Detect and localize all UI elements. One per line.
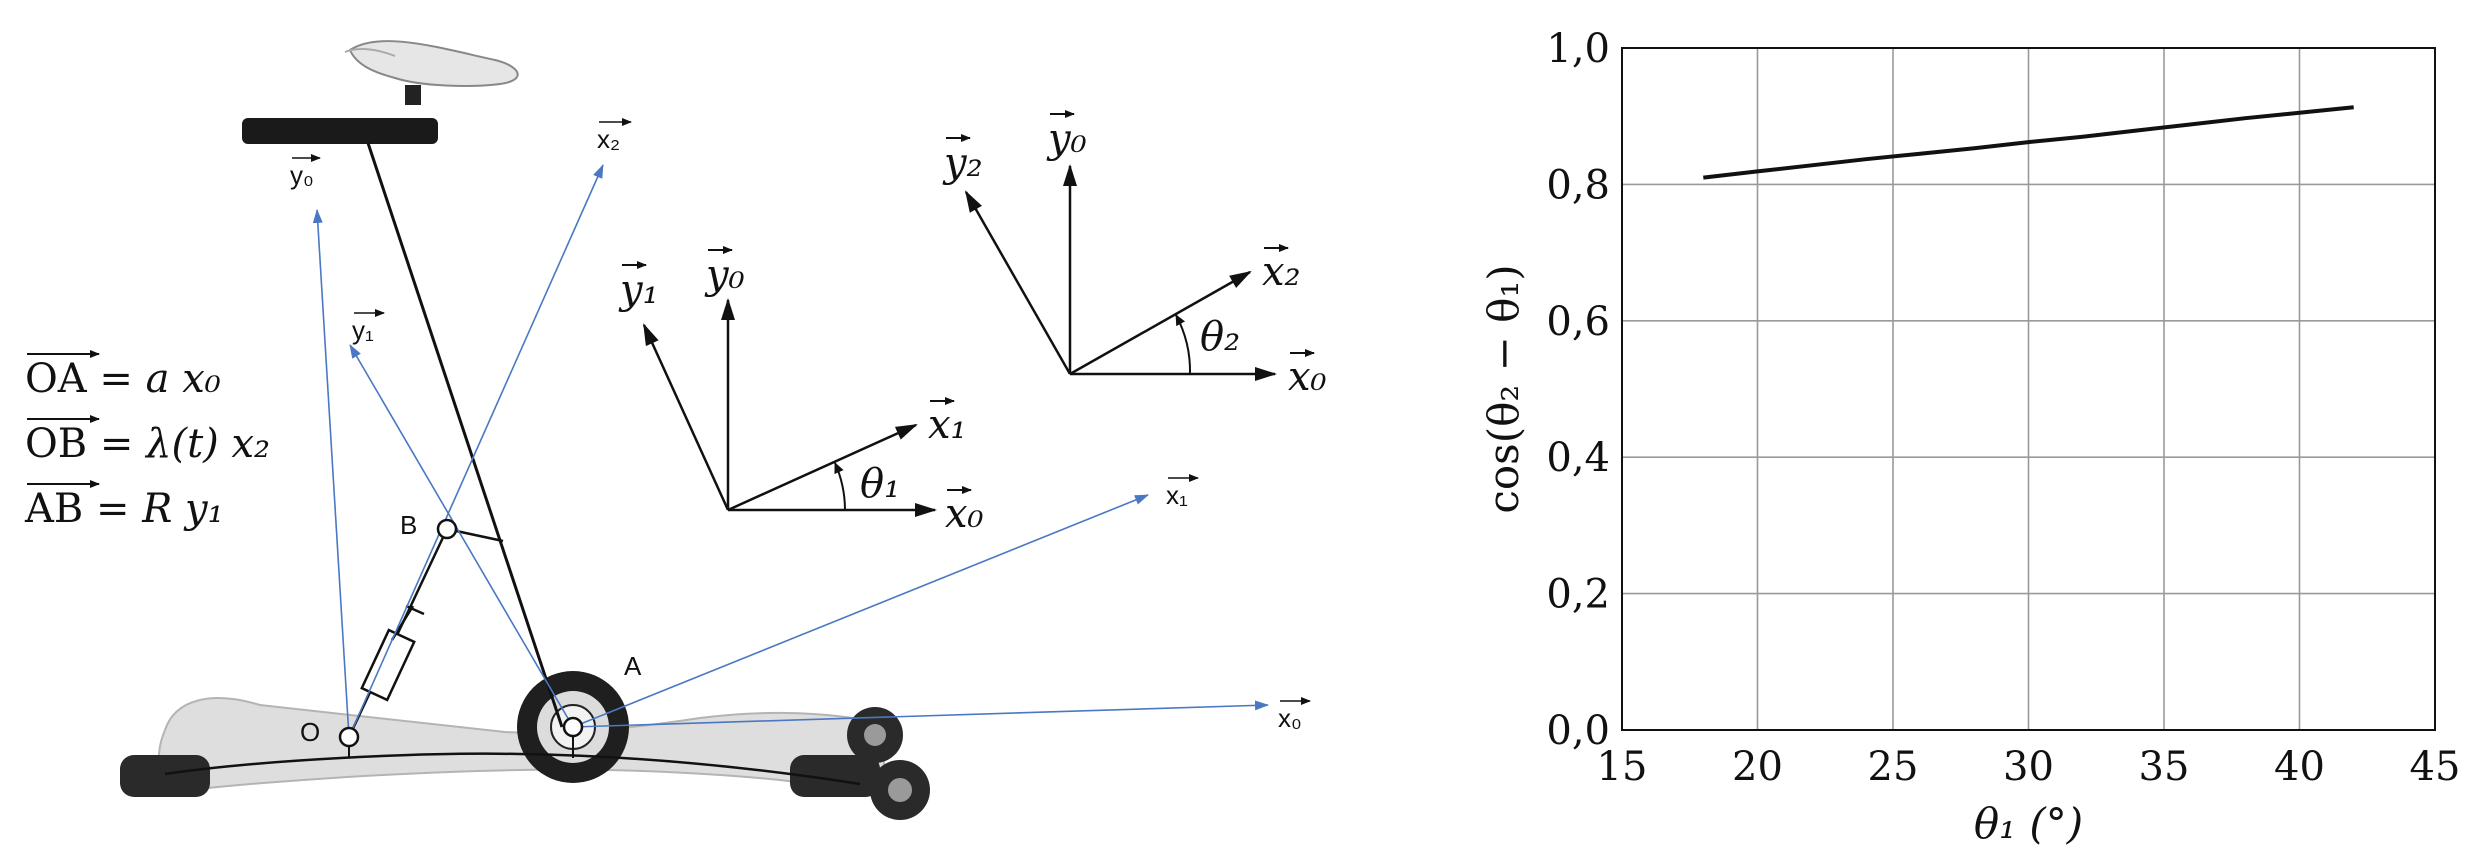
- vector-y0-blue: [312, 209, 350, 738]
- equation-OB-lhs: OB: [25, 421, 87, 467]
- frame2-label-angle: θ₂: [1200, 314, 1240, 360]
- svg-text:x₁: x₁: [1166, 480, 1188, 510]
- saddle-bar: [242, 118, 438, 144]
- x-tick-label: 25: [1868, 744, 1919, 790]
- pivot-O: [338, 726, 360, 748]
- x-tick-label: 35: [2139, 744, 2190, 790]
- svg-text:AB = R y₁: AB = R y₁: [24, 486, 224, 532]
- frame2-x2-axis: [1069, 270, 1252, 376]
- frame1-angle-arc: [834, 462, 846, 511]
- label-mech-y0: y₀: [290, 154, 321, 190]
- vector-x2-blue: [348, 164, 604, 738]
- svg-text:y₀: y₀: [290, 160, 314, 190]
- label-point-A: A: [624, 651, 642, 681]
- x-tick-label: 40: [2274, 744, 2325, 790]
- svg-text:x₂: x₂: [597, 124, 620, 154]
- pivot-A: [562, 716, 584, 738]
- svg-text:y₁: y₁: [618, 267, 659, 313]
- x-tick-label: 20: [1732, 744, 1783, 790]
- svg-text:x₁: x₁: [928, 402, 967, 448]
- frame1-label-x0: x₀: [945, 486, 984, 537]
- label-point-B: B: [400, 510, 417, 540]
- frame2-label-y0: y₀: [1046, 110, 1087, 162]
- chart-cos-theta: 15 20 25 30 35 40 45 0,0 0,2 0,4 0,6 0,8 1,0 θ₁ (°) co…: [1479, 26, 2460, 848]
- svg-text:OA = a x₀: OA = a x₀: [25, 356, 221, 402]
- damper-icon: [360, 604, 425, 702]
- equation-OB: OB = λ(t) x₂: [25, 415, 270, 467]
- y-tick-label: 0,4: [1546, 435, 1610, 481]
- series-line: [1703, 105, 2354, 180]
- vector-y1-blue: [349, 344, 574, 728]
- ground-curve: [164, 752, 861, 786]
- x-tick-label: 30: [2003, 744, 2054, 790]
- seat-post-bar: [366, 142, 564, 728]
- label-mech-x1: x₁: [1166, 474, 1199, 510]
- svg-text:y₁: y₁: [352, 315, 374, 345]
- label-mech-x2: x₂: [597, 118, 632, 154]
- svg-text:OB = λ(t) x₂: OB = λ(t) x₂: [25, 421, 270, 467]
- svg-text:x₀: x₀: [1288, 354, 1327, 400]
- svg-text:y₂: y₂: [942, 140, 983, 186]
- svg-text:y₀: y₀: [1046, 116, 1087, 162]
- mechanism-diagram: O B A y₀ x₂ y₁ x₁ x₀ OA = a x₀: [24, 40, 1311, 820]
- label-point-O: O: [300, 717, 320, 747]
- equation-OA-lhs: OA: [25, 356, 88, 402]
- y-tick-label: 0,6: [1546, 299, 1610, 345]
- frame1-label-y0: y₀: [704, 246, 745, 298]
- svg-text:y₀: y₀: [704, 252, 745, 298]
- y-axis-label: cos(θ₂ − θ₁): [1479, 264, 1528, 513]
- y-tick-label: 0,8: [1546, 162, 1610, 208]
- pivot-B: [436, 518, 458, 540]
- vector-x0-blue: [572, 700, 1269, 728]
- svg-text:x₀: x₀: [1278, 703, 1302, 733]
- equation-OA: OA = a x₀: [25, 350, 221, 402]
- x-axis-label: θ₁ (°): [1974, 799, 2083, 848]
- x-tick-label: 15: [1597, 744, 1648, 790]
- x-tick-label: 45: [2410, 744, 2461, 790]
- frame2-diagram: θ₂ x₀ x₂ y₀ y₂: [942, 110, 1327, 400]
- frame1-label-y1: y₁: [618, 261, 659, 313]
- frame2-label-y2: y₂: [942, 134, 983, 186]
- frame1-x1-axis: [727, 423, 918, 512]
- y-tick-label: 1,0: [1546, 26, 1610, 72]
- equation-AB-rhs: = R y₁: [83, 486, 223, 532]
- equation-AB-lhs: AB: [24, 486, 83, 532]
- frame2-label-x0: x₀: [1288, 349, 1327, 400]
- frame1-label-angle: θ₁: [860, 461, 900, 507]
- equation-OA-rhs: = a x₀: [87, 356, 221, 402]
- y-tick-label: 0,2: [1546, 572, 1610, 618]
- plot-frame: [1621, 47, 2436, 731]
- svg-text:x₀: x₀: [945, 491, 984, 537]
- equations-block: OA = a x₀ OB = λ(t) x₂ AB = R y₁: [24, 350, 270, 532]
- frame2-angle-arc: [1175, 314, 1192, 375]
- frame2-y2-axis: [964, 190, 1072, 375]
- label-mech-x0: x₀: [1278, 697, 1311, 733]
- svg-text:x₂: x₂: [1262, 249, 1301, 295]
- frame1-label-x1: x₁: [928, 397, 967, 448]
- frame1-y1-axis: [642, 323, 730, 511]
- saddle-icon: [344, 40, 519, 105]
- frame2-label-x2: x₂: [1262, 244, 1301, 295]
- equation-AB: AB = R y₁: [24, 480, 224, 532]
- y-tick-label: 0,0: [1546, 708, 1610, 754]
- frame1-diagram: θ₁ x₀ x₁ y₀ y₁: [618, 246, 984, 537]
- equation-OB-rhs: = λ(t) x₂: [87, 421, 270, 467]
- label-mech-y1: y₁: [352, 309, 385, 345]
- vector-x1-blue: [572, 494, 1149, 728]
